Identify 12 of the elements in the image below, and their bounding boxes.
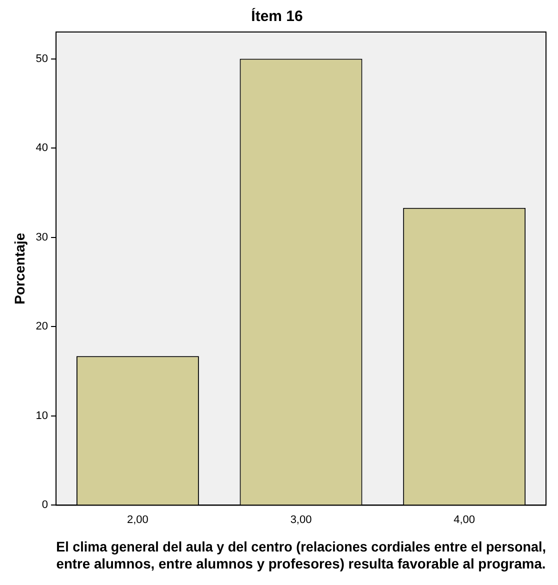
chart-title: Ítem 16: [251, 7, 303, 26]
y-axis-title: Porcentaje: [11, 232, 28, 304]
x-tick-label: 2,00: [126, 514, 148, 526]
x-tick-label: 3,00: [290, 514, 312, 526]
y-tick-label: 50: [36, 52, 48, 65]
y-tick-label: 10: [36, 410, 48, 422]
y-tick-label: 30: [36, 231, 48, 244]
x-axis-title: El clima general del aula y del centro (relaciones cordiales entre el personal, entre alumnos, entre alumnos y profesores) resulta favorable al programa.: [56, 539, 546, 572]
y-tick-label: 0: [42, 499, 48, 512]
y-tick-label: 20: [36, 320, 48, 333]
x-tick-label: 4,00: [454, 514, 476, 526]
y-tick-label: 40: [36, 142, 48, 154]
